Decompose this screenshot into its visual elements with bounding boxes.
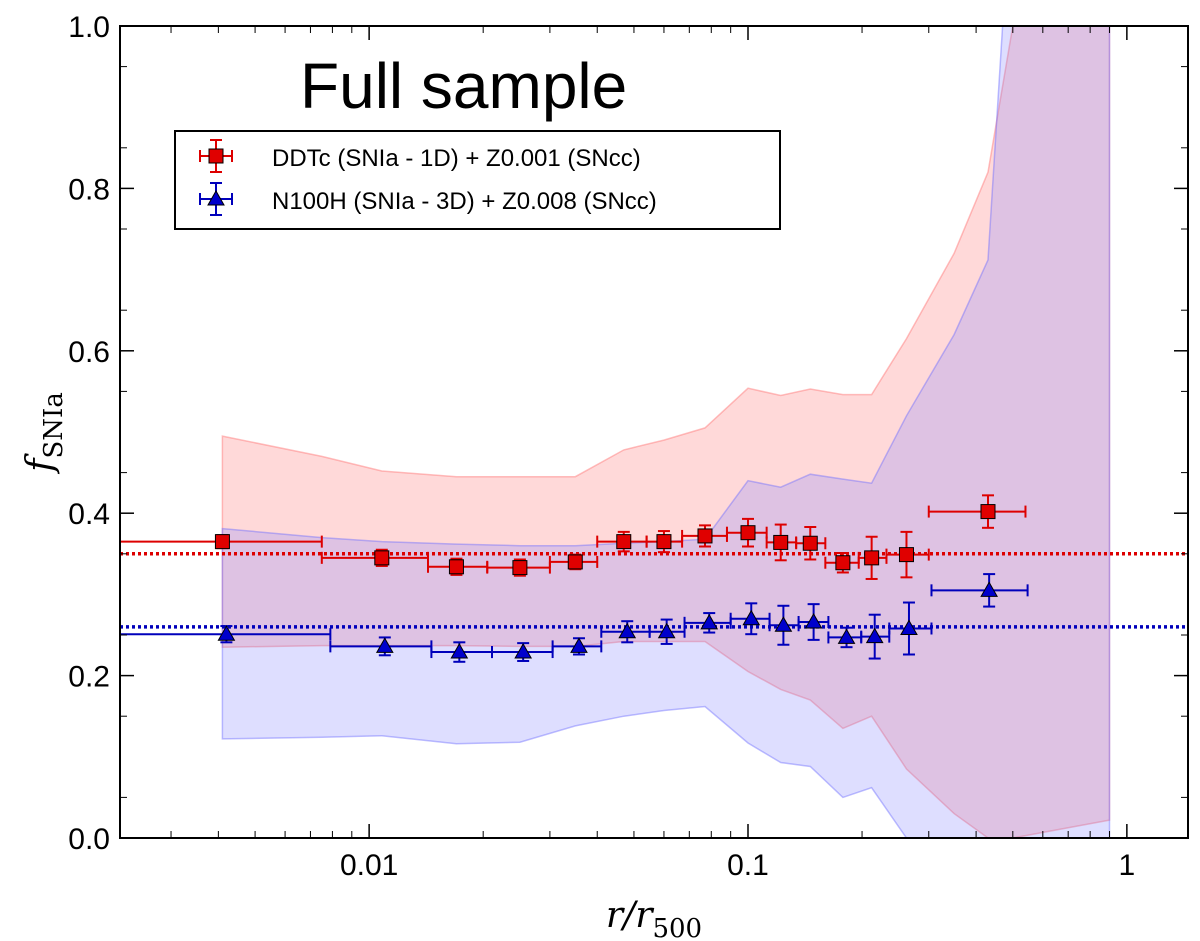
marker-ddtc-1 <box>374 550 390 566</box>
marker-n100h-7 <box>700 613 719 630</box>
legend-label-ddtc: DDTc (SNIa - 1D) + Z0.001 (SNcc) <box>272 145 641 172</box>
legend-symbol-n100h <box>199 182 233 216</box>
marker-ddtc-3 <box>512 560 528 576</box>
band-ddtc <box>221 26 1111 838</box>
band-n100h <box>221 26 1111 838</box>
legend-label-n100h: N100H (SNIa - 3D) + Z0.008 (SNcc) <box>272 188 657 215</box>
marker-n100h-9 <box>774 616 793 632</box>
y-tick-label: 0.0 <box>68 823 110 856</box>
marker-ddtc-8 <box>740 525 756 541</box>
plot-frame <box>119 25 1189 839</box>
x-tick-label: 0.01 <box>340 849 398 882</box>
marker-ddtc-7 <box>697 528 713 544</box>
legend-marker-n100h <box>207 189 225 206</box>
x-axis-label: r/r500 <box>606 895 702 941</box>
x-axis-label-sub: 500 <box>652 914 702 941</box>
x-axis-label-main: r/r <box>606 895 654 936</box>
legend: DDTc (SNIa - 1D) + Z0.001 (SNcc) N100H (… <box>174 130 781 230</box>
marker-ddtc-11 <box>835 555 851 571</box>
y-tick-label: 0.4 <box>68 498 110 531</box>
marker-n100h-13 <box>900 619 918 636</box>
mean-lines <box>120 552 1188 629</box>
marker-n100h-10 <box>804 613 823 629</box>
marker-n100h-12 <box>865 627 884 644</box>
marker-ddtc-0 <box>214 534 230 550</box>
marker-ddtc-10 <box>802 535 818 551</box>
legend-symbol-ddtc <box>199 139 233 173</box>
x-tick-label: 0.1 <box>727 849 769 882</box>
uncertainty-bands <box>221 26 1111 838</box>
marker-n100h-3 <box>514 643 533 659</box>
data-markers <box>214 504 999 659</box>
y-tick-label: 0.2 <box>68 661 110 694</box>
legend-marker-ddtc <box>208 148 224 164</box>
marker-n100h-14 <box>980 581 999 597</box>
y-tick-label: 1.0 <box>68 11 110 44</box>
marker-ddtc-14 <box>980 504 996 520</box>
legend-box <box>174 130 781 230</box>
x-tick-label: 1 <box>1119 849 1136 882</box>
marker-n100h-8 <box>742 609 761 626</box>
marker-n100h-5 <box>618 622 637 639</box>
marker-ddtc-4 <box>567 554 583 570</box>
marker-n100h-6 <box>657 622 676 639</box>
marker-ddtc-5 <box>616 534 632 550</box>
marker-ddtc-12 <box>864 550 880 566</box>
marker-n100h-2 <box>450 643 469 659</box>
marker-n100h-1 <box>375 637 394 653</box>
marker-n100h-4 <box>570 637 588 653</box>
marker-n100h-0 <box>217 625 236 641</box>
marker-ddtc-9 <box>773 534 789 550</box>
y-tick-label: 0.6 <box>68 336 110 369</box>
axis-ticks: 0.01 0.1 1 0.0 0.2 0.4 0.6 0.8 1.0 <box>68 11 1188 882</box>
marker-ddtc-2 <box>448 559 464 575</box>
y-tick-label: 0.8 <box>68 173 110 206</box>
y-axis-label-sub: SNIa <box>39 392 69 458</box>
marker-n100h-11 <box>837 628 856 644</box>
marker-ddtc-13 <box>898 547 914 563</box>
chart-title: Full sample <box>300 50 627 122</box>
marker-ddtc-6 <box>656 534 672 550</box>
